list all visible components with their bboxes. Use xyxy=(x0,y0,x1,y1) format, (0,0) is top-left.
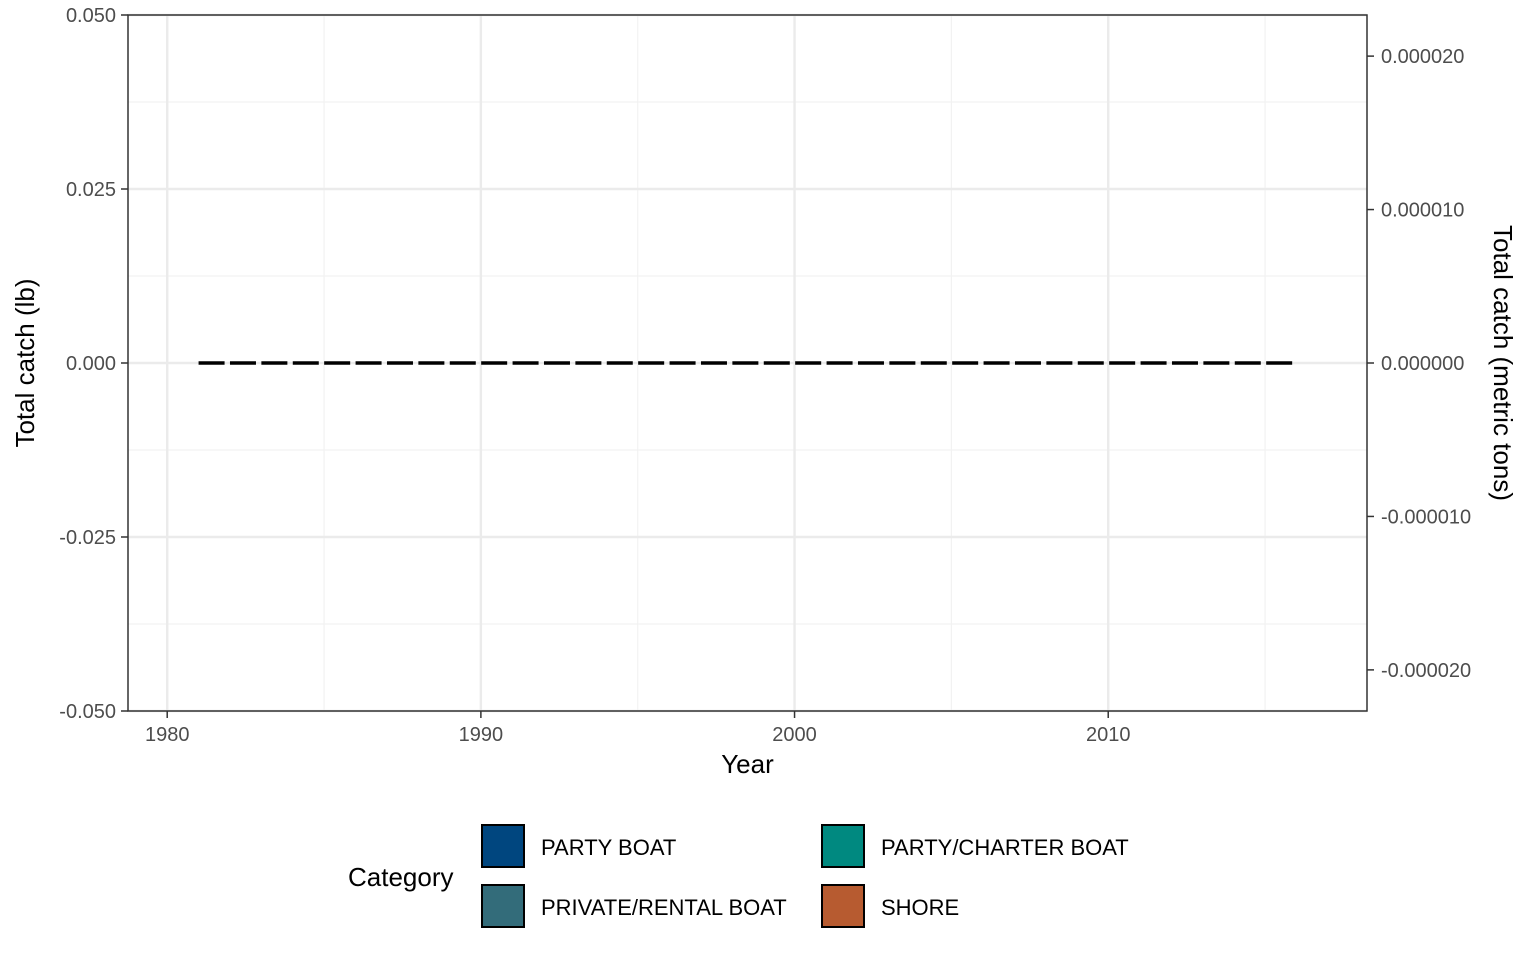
legend-key-private-rental-boat xyxy=(481,884,525,928)
y-tick-label: 0.000 xyxy=(66,353,116,375)
y-right-tick-label: 0.000010 xyxy=(1381,200,1464,222)
legend-key-party-charter-boat xyxy=(821,824,865,868)
y-tick-label: 0.050 xyxy=(66,5,116,27)
y-right-tick-label: -0.000020 xyxy=(1381,660,1471,682)
legend-label-shore: SHORE xyxy=(881,895,960,920)
x-axis-title: Year xyxy=(721,749,774,779)
y-tick-label: 0.025 xyxy=(66,179,116,201)
x-tick-label: 2000 xyxy=(772,724,817,746)
x-tick-label: 2010 xyxy=(1086,724,1131,746)
y-axis-right-title: Total catch (metric tons) xyxy=(1488,225,1518,501)
legend-title: Category xyxy=(348,862,454,892)
y-axis-title: Total catch (lb) xyxy=(10,278,40,447)
y-tick-label: -0.050 xyxy=(59,701,116,723)
axes: -0.050 -0.025 0.000 0.025 0.050 -0.000020 -0.0… xyxy=(59,5,1471,746)
legend-key-party-boat xyxy=(481,824,525,868)
y-tick-label: -0.025 xyxy=(59,527,116,549)
legend-label-private-rental-boat: PRIVATE/RENTAL BOAT xyxy=(541,895,787,920)
legend-label-party-boat: PARTY BOAT xyxy=(541,835,677,860)
legend-label-party-charter-boat: PARTY/CHARTER BOAT xyxy=(881,835,1129,860)
x-tick-label: 1980 xyxy=(145,724,190,746)
x-tick-label: 1990 xyxy=(459,724,504,746)
y-right-tick-label: 0.000000 xyxy=(1381,353,1464,375)
y-right-tick-label: -0.000010 xyxy=(1381,506,1471,528)
legend-key-shore xyxy=(821,884,865,928)
y-right-tick-label: 0.000020 xyxy=(1381,46,1464,68)
